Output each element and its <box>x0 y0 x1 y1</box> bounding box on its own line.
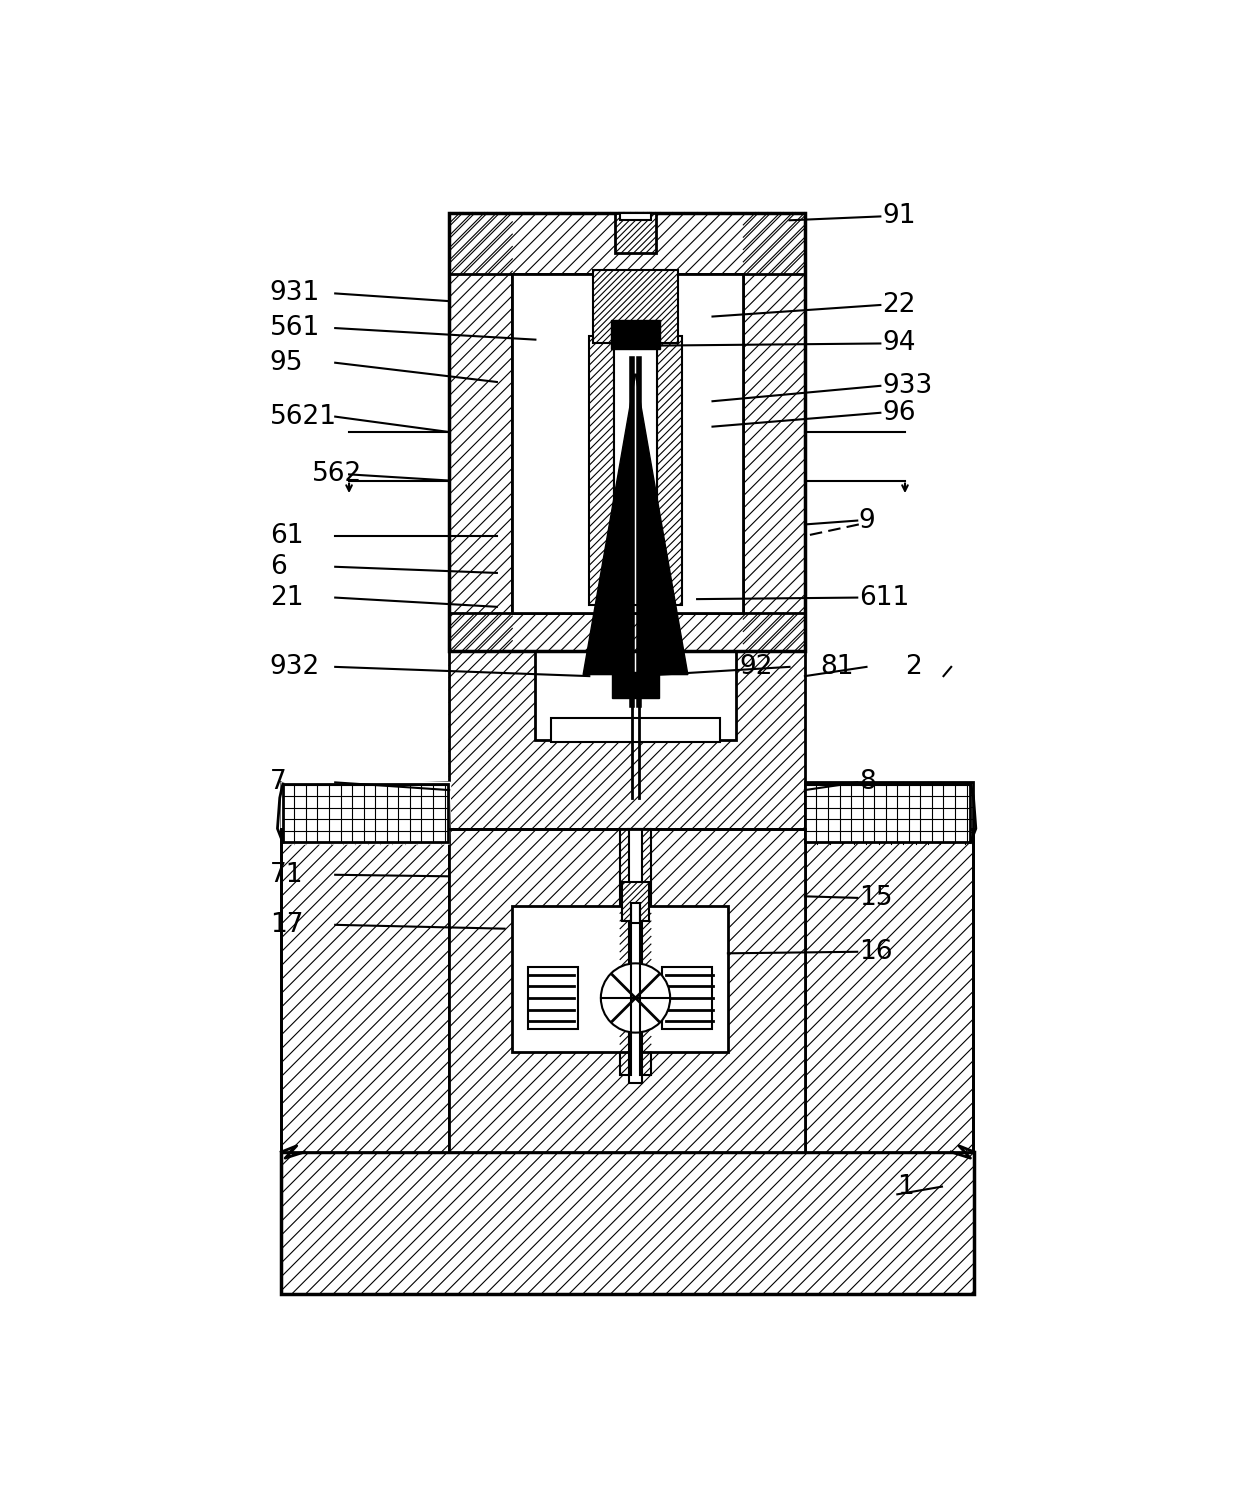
Text: 1: 1 <box>898 1173 914 1200</box>
Text: 932: 932 <box>270 653 320 680</box>
Bar <box>805 783 972 844</box>
Text: 15: 15 <box>859 885 893 910</box>
Bar <box>512 275 743 613</box>
Bar <box>449 829 805 1152</box>
Bar <box>630 829 641 1083</box>
Bar <box>805 829 972 1152</box>
Text: 5621: 5621 <box>270 404 337 430</box>
Bar <box>805 784 971 843</box>
Bar <box>528 967 578 1029</box>
Bar <box>449 613 805 652</box>
Bar <box>611 320 660 348</box>
Text: 94: 94 <box>882 330 915 356</box>
Bar <box>613 671 658 698</box>
Text: 562: 562 <box>312 461 362 487</box>
Text: 71: 71 <box>270 862 304 888</box>
Text: 95: 95 <box>270 350 304 376</box>
Bar <box>662 967 713 1029</box>
Text: 16: 16 <box>859 939 893 964</box>
Bar <box>614 336 657 605</box>
Bar <box>657 336 682 605</box>
Polygon shape <box>635 374 688 674</box>
Text: 931: 931 <box>270 281 320 306</box>
Text: 7: 7 <box>270 769 286 796</box>
Bar <box>449 213 805 652</box>
Bar <box>615 213 656 252</box>
Text: 6: 6 <box>270 554 286 580</box>
Bar <box>281 1152 975 1295</box>
Bar <box>743 213 805 652</box>
Text: 96: 96 <box>882 400 915 425</box>
Text: 17: 17 <box>270 912 304 937</box>
Text: 9: 9 <box>859 508 875 533</box>
Circle shape <box>601 963 670 1033</box>
Text: 611: 611 <box>859 584 909 611</box>
Text: 92: 92 <box>739 653 773 680</box>
Text: 81: 81 <box>821 653 854 680</box>
Bar <box>281 783 449 844</box>
Text: 21: 21 <box>270 584 304 611</box>
Bar <box>551 718 720 742</box>
Bar <box>631 903 640 922</box>
Text: 561: 561 <box>270 315 320 341</box>
Bar <box>589 336 614 605</box>
Bar <box>449 213 512 652</box>
Bar <box>621 883 650 921</box>
Polygon shape <box>281 778 450 844</box>
Bar <box>449 652 805 829</box>
Text: 933: 933 <box>882 372 932 400</box>
Bar <box>283 784 449 843</box>
Text: 91: 91 <box>882 203 915 230</box>
Bar <box>449 213 805 275</box>
Text: 2: 2 <box>905 653 921 680</box>
Bar <box>620 829 651 1075</box>
Text: 61: 61 <box>270 523 304 548</box>
Bar <box>512 906 728 1051</box>
Polygon shape <box>583 374 635 674</box>
Bar <box>536 652 735 740</box>
Text: 8: 8 <box>859 769 875 796</box>
Bar <box>620 213 651 221</box>
Bar <box>281 829 449 1152</box>
Bar <box>593 270 678 344</box>
Text: 22: 22 <box>882 291 915 318</box>
Polygon shape <box>281 778 450 844</box>
